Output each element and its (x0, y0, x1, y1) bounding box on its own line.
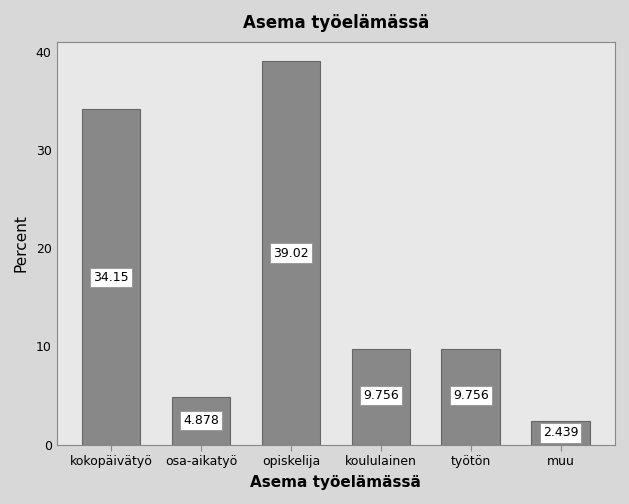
Text: 4.878: 4.878 (183, 414, 219, 427)
Bar (82, 109, 140, 445)
Text: 34.15: 34.15 (93, 271, 129, 284)
Y-axis label: Percent: Percent (14, 214, 29, 272)
Bar (262, 61, 320, 445)
Text: 39.02: 39.02 (273, 246, 309, 260)
Text: 9.756: 9.756 (363, 389, 399, 402)
Bar (352, 349, 410, 445)
Text: 9.756: 9.756 (453, 389, 489, 402)
Text: 2.439: 2.439 (543, 426, 578, 439)
Bar (532, 421, 590, 445)
Bar (172, 397, 230, 445)
Bar (442, 349, 500, 445)
Title: Asema työelämässä: Asema työelämässä (243, 14, 429, 32)
X-axis label: Asema työelämässä: Asema työelämässä (250, 475, 421, 490)
